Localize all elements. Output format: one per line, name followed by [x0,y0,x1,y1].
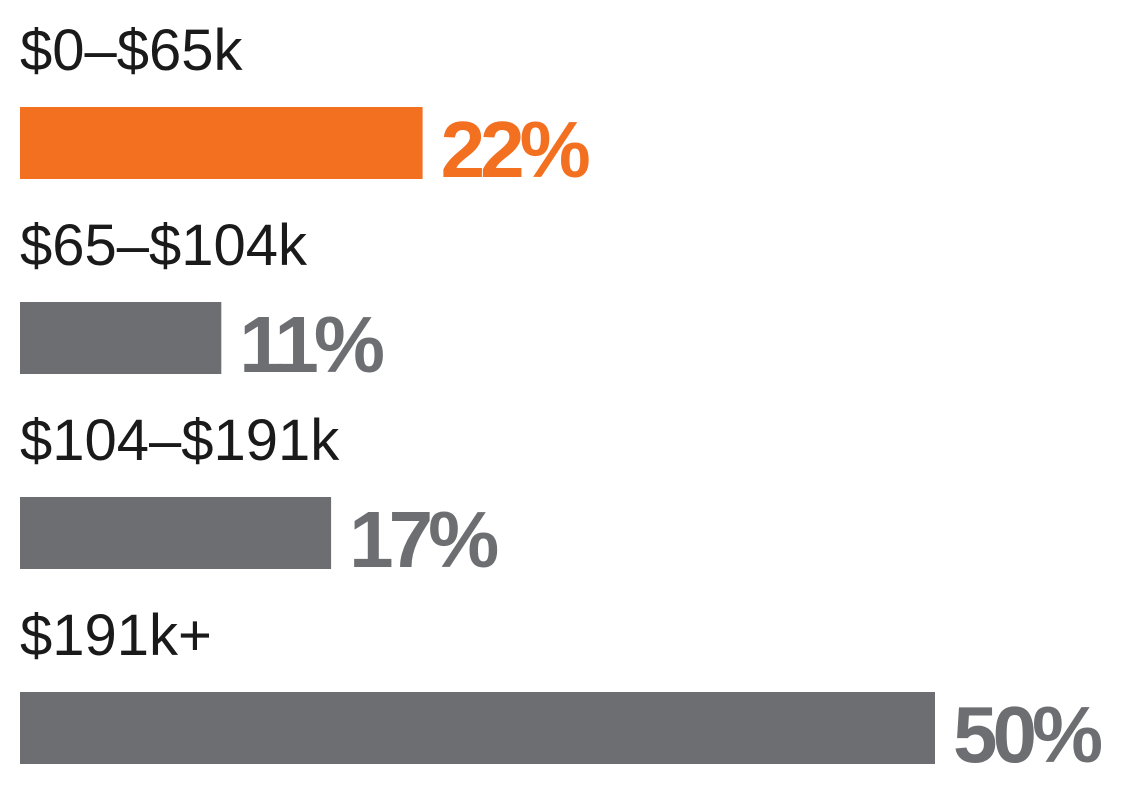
bar [20,107,423,179]
bar [20,497,332,569]
value-label: 22% [441,105,590,194]
value-label: 11% [239,300,384,389]
value-label: 17% [349,495,498,584]
value-label: 50% [953,690,1102,779]
category-label: $65–$104k [20,213,308,278]
category-label: $0–$65k [20,18,244,83]
bar [20,692,935,764]
bar [20,302,222,374]
category-label: $191k+ [20,603,212,668]
category-label: $104–$191k [20,408,340,473]
